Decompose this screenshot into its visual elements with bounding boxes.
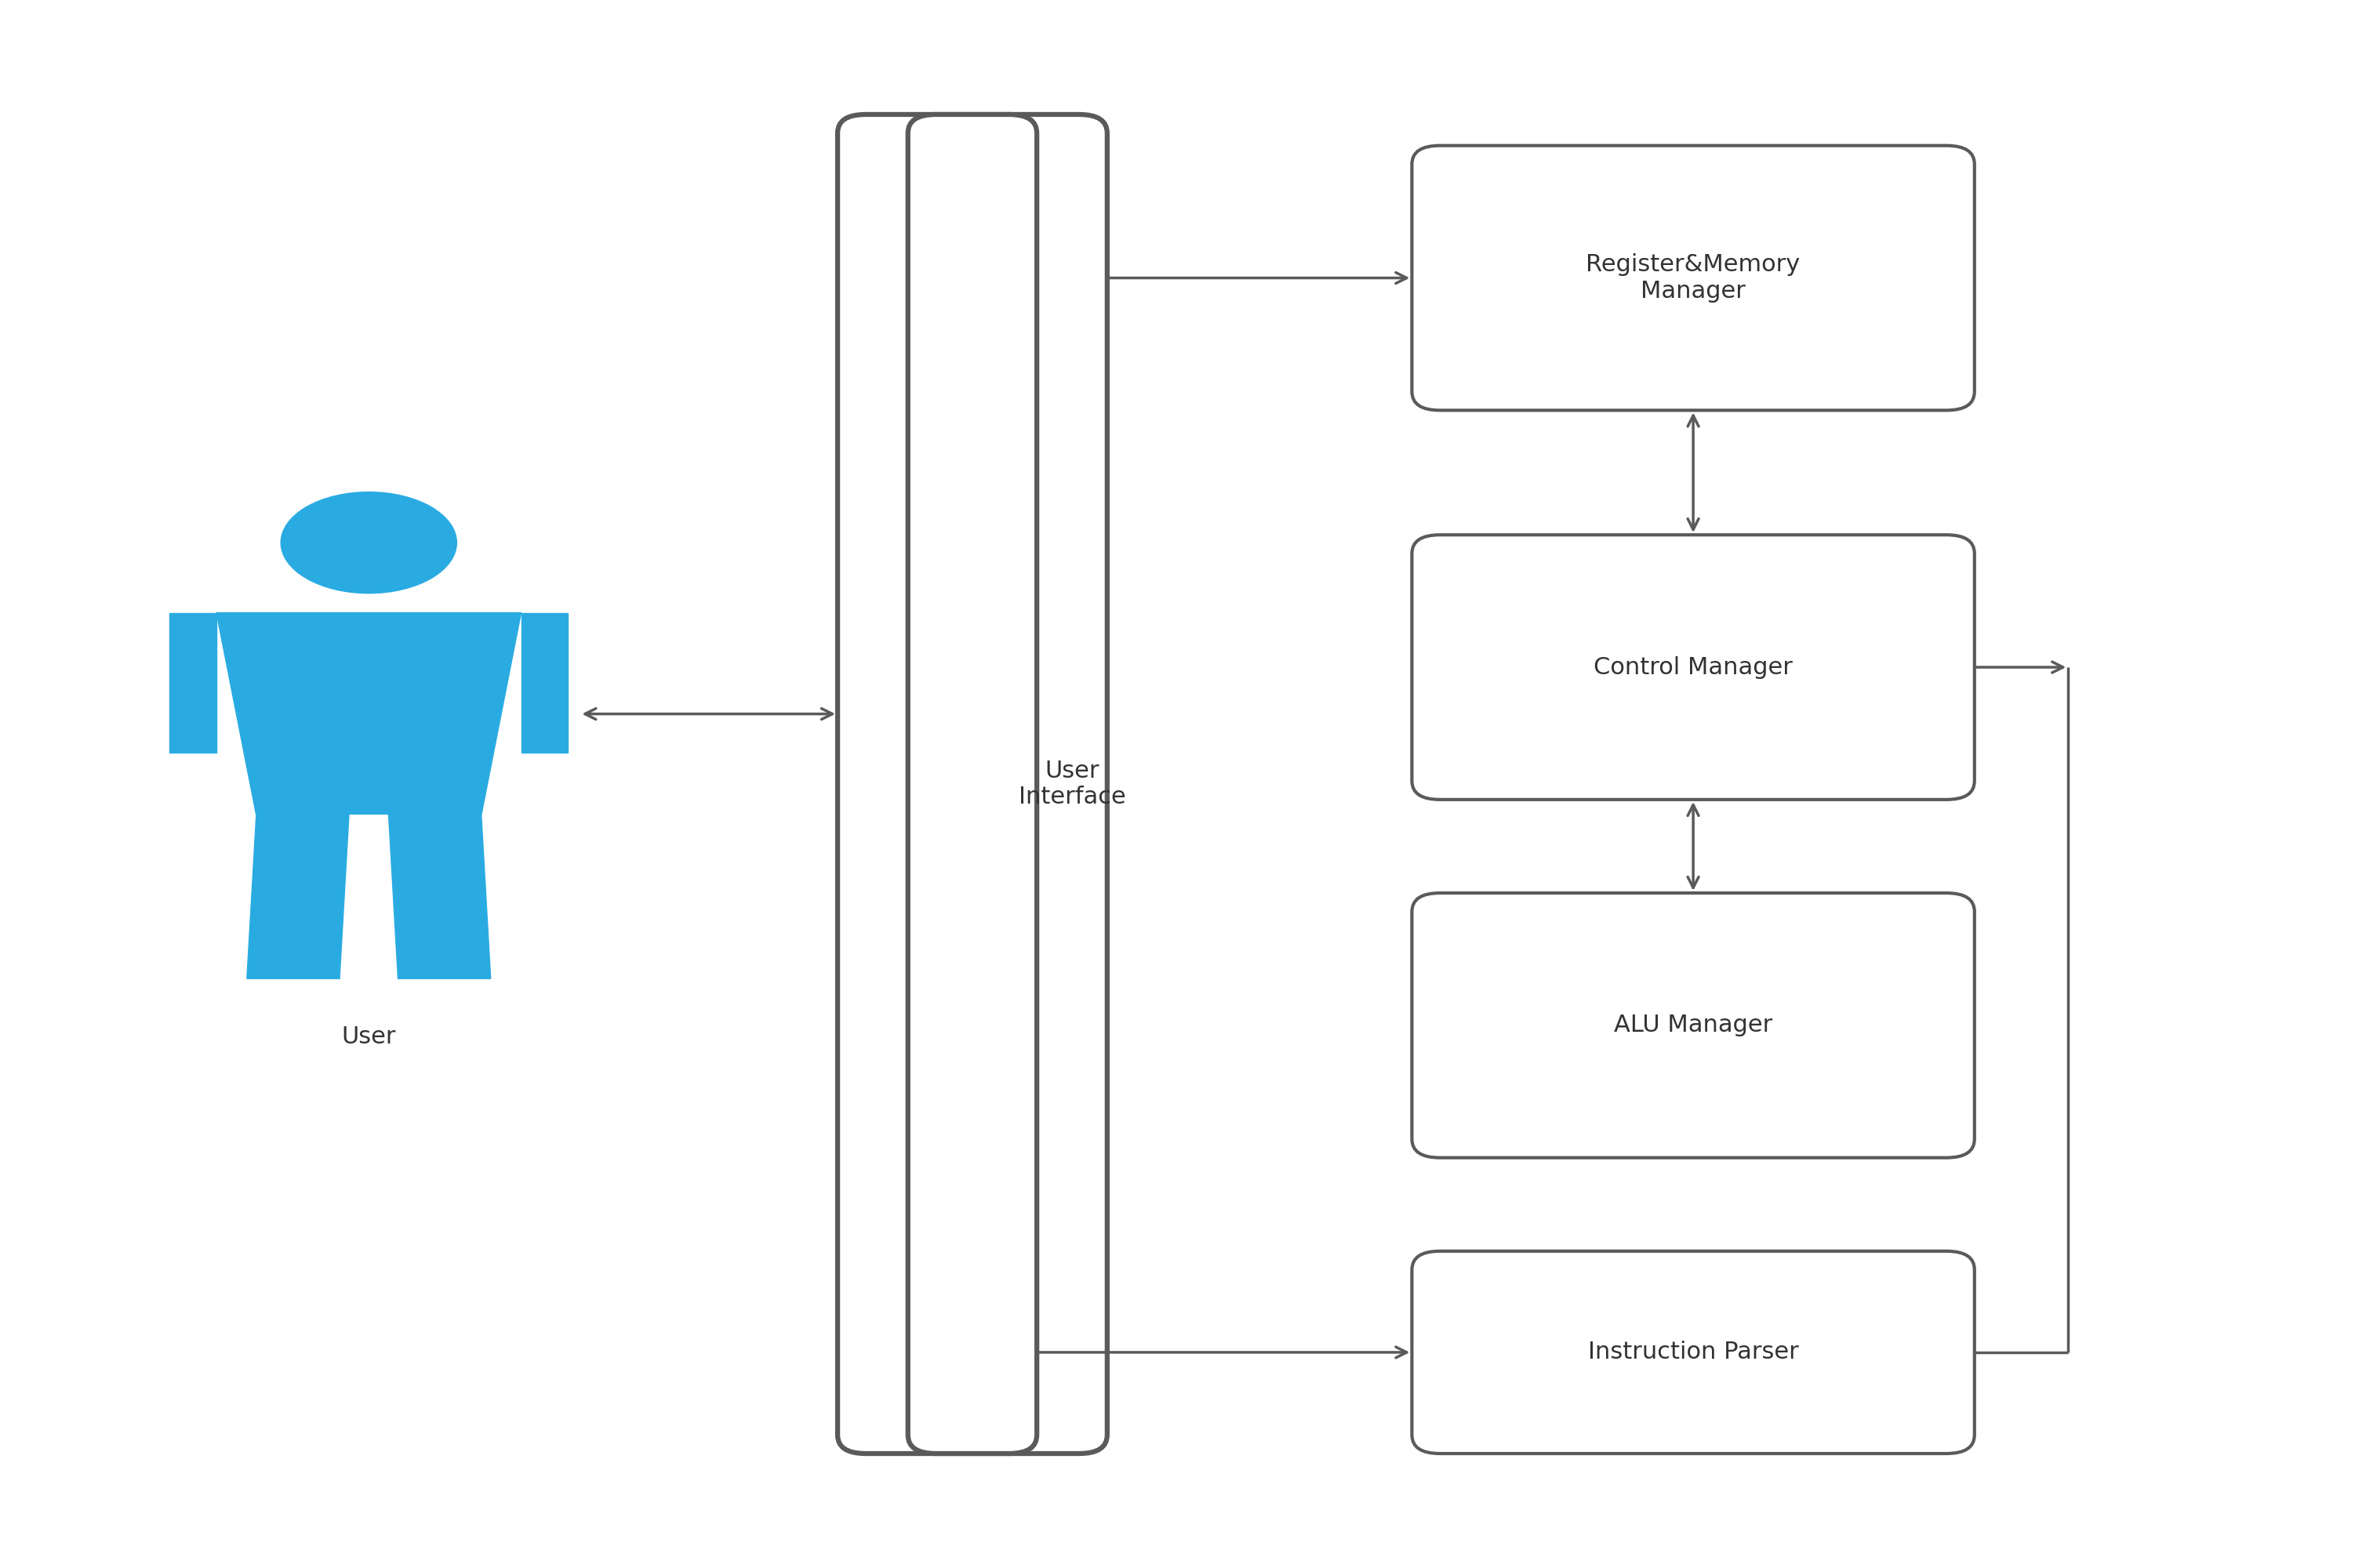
FancyBboxPatch shape xyxy=(1413,146,1973,411)
FancyBboxPatch shape xyxy=(909,114,1036,1454)
FancyBboxPatch shape xyxy=(1413,894,1973,1157)
Text: ALU Manager: ALU Manager xyxy=(1613,1014,1773,1036)
Text: Register&Memory
Manager: Register&Memory Manager xyxy=(1585,254,1799,303)
Ellipse shape xyxy=(280,492,457,593)
FancyBboxPatch shape xyxy=(1413,1251,1973,1454)
Text: User
Interface: User Interface xyxy=(1017,759,1126,809)
Polygon shape xyxy=(217,613,520,815)
Text: Control Manager: Control Manager xyxy=(1594,655,1792,679)
Text: User: User xyxy=(341,1025,396,1047)
Polygon shape xyxy=(389,815,490,978)
Polygon shape xyxy=(170,613,217,753)
FancyBboxPatch shape xyxy=(1413,535,1973,800)
Polygon shape xyxy=(247,815,351,978)
FancyBboxPatch shape xyxy=(838,114,1107,1454)
Text: Instruction Parser: Instruction Parser xyxy=(1587,1341,1799,1364)
Polygon shape xyxy=(520,613,568,753)
Polygon shape xyxy=(341,815,398,978)
